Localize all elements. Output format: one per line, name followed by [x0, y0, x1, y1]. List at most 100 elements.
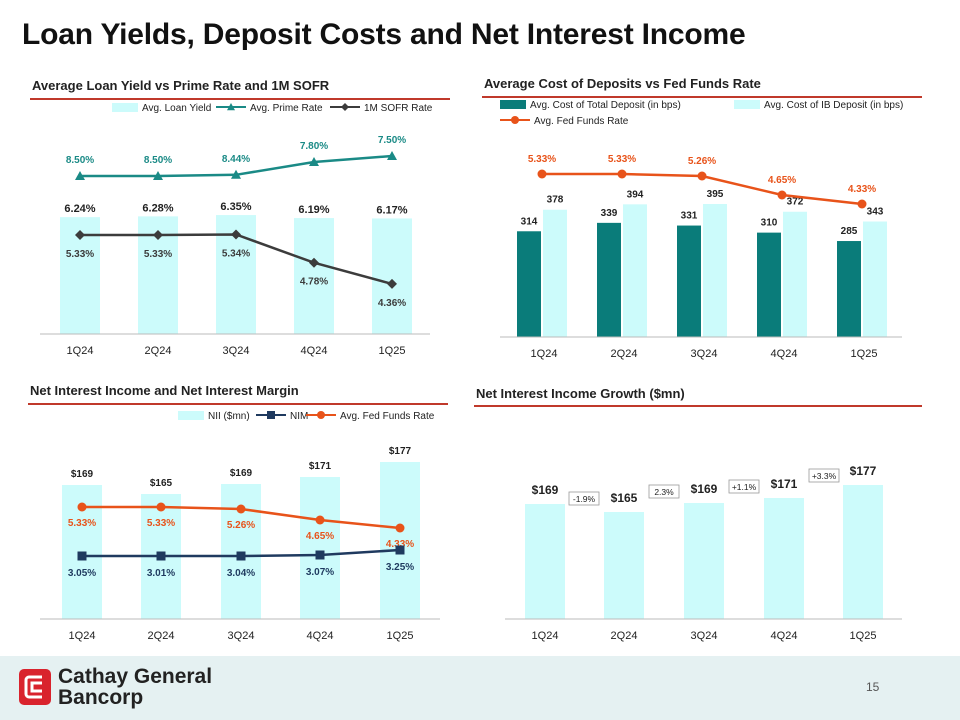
deposit-cost-x-tick-label: 2Q24 [611, 348, 638, 360]
loan-yield-x-tick-label: 2Q24 [145, 345, 172, 357]
deposit-cost-chart-title: Average Cost of Deposits vs Fed Funds Ra… [484, 76, 761, 91]
ib-deposit-cost-bar [703, 204, 727, 337]
nim-label: 3.25% [386, 562, 414, 573]
deposit-cost-x-tick-label: 1Q24 [531, 348, 558, 360]
prime-rate-label: 7.80% [300, 141, 328, 152]
deposit-cost-x-tick-label: 1Q25 [851, 348, 878, 360]
nii-bar-label: $177 [389, 446, 412, 457]
nim-point [395, 545, 405, 555]
logo-line-1: Cathay General [58, 665, 213, 688]
nii-growth-bar-label: $165 [611, 491, 638, 505]
sofr-rate-point [309, 257, 319, 268]
total-deposit-cost-bar [597, 222, 621, 337]
nii-growth-x-tick-label: 3Q24 [691, 630, 718, 642]
nii-nim-x-tick-label: 3Q24 [228, 630, 255, 642]
sofr-rate-label: 5.34% [222, 248, 250, 259]
loan-legend-avg-loan-yield-label: Avg. Loan Yield [142, 103, 211, 114]
nii-growth-bar [684, 503, 724, 619]
ib-deposit-cost-bar [863, 221, 887, 337]
loan-yield-bar [372, 218, 412, 334]
loan-yield-x-tick-label: 1Q24 [67, 345, 94, 357]
total-deposit-cost-label: 339 [601, 208, 618, 219]
nim-label: 3.04% [227, 568, 255, 579]
prime-rate-point [231, 169, 241, 179]
nii-fed-funds-point [236, 504, 246, 514]
prime-rate-label: 8.50% [66, 155, 94, 166]
nii-growth-x-tick-label: 1Q24 [532, 630, 559, 642]
growth-annotation-box [648, 484, 680, 499]
loan-yield-bar-label: 6.17% [376, 204, 407, 216]
nii-fed-funds-point [315, 515, 325, 525]
nii-growth-x-tick-label: 1Q25 [850, 630, 877, 642]
deposit-cost-x-tick-label: 4Q24 [771, 348, 798, 360]
total-deposit-cost-label: 310 [761, 218, 778, 229]
loan-yield-x-tick-label: 3Q24 [223, 345, 250, 357]
nii-fed-funds-label: 4.65% [306, 531, 334, 542]
nii-growth-bar-label: $169 [532, 483, 559, 497]
deposit-fed-funds-label: 5.33% [608, 154, 636, 165]
growth-annotation-label: -1.9% [573, 494, 596, 504]
sofr-rate-point [387, 278, 397, 289]
charts-canvas: Avg. Loan Yield Avg. Prime Rate 1M SOFR Ra… [40, 100, 903, 642]
nii-legend-nim-swatch-marker [267, 411, 275, 419]
nii-bar-label: $169 [71, 469, 94, 480]
logo-line-2: Bancorp [58, 686, 144, 709]
prime-rate-label: 8.44% [222, 154, 250, 165]
prime-rate-point [75, 171, 85, 180]
growth-annotation-label: +1.1% [732, 482, 757, 492]
total-deposit-cost-label: 331 [681, 211, 698, 222]
loan-yield-bar-label: 6.35% [220, 201, 251, 213]
total-deposit-cost-bar [677, 225, 701, 337]
sofr-rate-label: 4.36% [378, 298, 406, 309]
ib-deposit-cost-label: 394 [627, 189, 644, 200]
deposit-fed-funds-label: 4.33% [848, 184, 876, 195]
loan-yield-bar-label: 6.24% [64, 203, 95, 215]
ib-deposit-cost-bar [783, 211, 807, 337]
page-number: 15 [866, 680, 880, 694]
total-deposit-cost-label: 314 [521, 216, 538, 227]
loan-yield-x-tick-label: 1Q25 [379, 345, 406, 357]
loan-yield-bar-label: 6.19% [298, 204, 329, 216]
total-deposit-cost-label: 285 [841, 226, 858, 237]
nii-nim-x-tick-label: 4Q24 [307, 630, 334, 642]
nii-legend-nii-swatch [178, 411, 204, 420]
nim-label: 3.01% [147, 568, 175, 579]
growth-annotation-box [568, 491, 600, 506]
nim-point [156, 551, 166, 561]
sofr-rate-label: 4.78% [300, 277, 328, 288]
deposit-legend-fed-funds-swatch-marker [511, 116, 519, 124]
growth-annotation-label: 2.3% [654, 487, 674, 497]
nii-nim-x-tick-label: 1Q25 [387, 630, 414, 642]
company-logo-text: Cathay General Bancorp [58, 666, 212, 708]
sofr-rate-point [75, 230, 85, 240]
loan-legend-sofr-rate-label: 1M SOFR Rate [364, 103, 433, 114]
nii-growth-bar [764, 498, 804, 619]
deposit-fed-funds-point [697, 171, 707, 181]
deposit-fed-funds-point [777, 190, 787, 200]
growth-annotation-box [808, 468, 840, 483]
ib-deposit-cost-label: 378 [547, 195, 564, 206]
sofr-rate-point [153, 230, 163, 240]
prime-rate-point [387, 151, 397, 160]
deposit-legend-fed-funds-label: Avg. Fed Funds Rate [534, 116, 629, 127]
nii-legend-nim-label: NIM [290, 411, 308, 422]
deposit-legend-ib-label: Avg. Cost of IB Deposit (in bps) [764, 100, 903, 111]
loan-legend-avg-loan-yield-swatch [112, 103, 138, 112]
loan-yield-title-rule [30, 98, 450, 100]
nii-fed-funds-point [395, 523, 405, 533]
prime-rate-label: 7.50% [378, 135, 406, 146]
deposit-legend-total-label: Avg. Cost of Total Deposit (in bps) [530, 100, 681, 111]
footer-band [0, 656, 960, 720]
nii-fed-funds-label: 4.33% [386, 539, 414, 550]
growth-annotation-box [728, 479, 760, 494]
nii-legend-nii-label: NII ($mn) [208, 411, 250, 422]
nii-bar [300, 477, 340, 619]
nii-fed-funds-label: 5.33% [147, 518, 175, 529]
nii-fed-funds-point [156, 502, 166, 512]
nim-point [77, 551, 87, 561]
deposit-fed-funds-point [617, 169, 627, 179]
loan-legend-sofr-rate-swatch-marker [341, 103, 349, 111]
deposit-cost-x-tick-label: 3Q24 [691, 348, 718, 360]
ib-deposit-cost-label: 372 [787, 197, 804, 208]
nii-growth-bar-label: $177 [850, 464, 877, 478]
